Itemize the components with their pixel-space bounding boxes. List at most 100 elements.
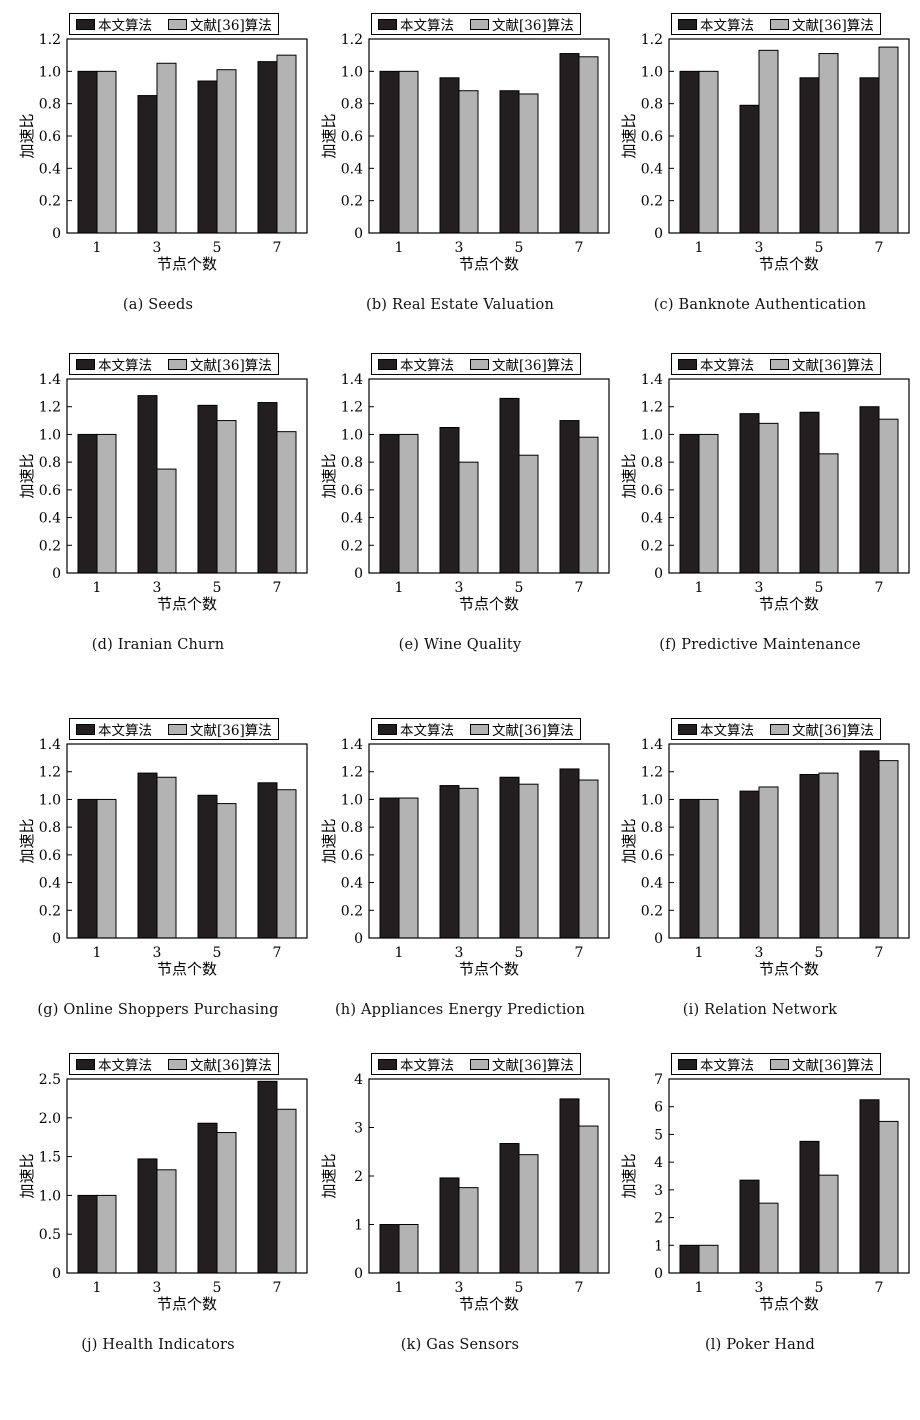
bar-ours xyxy=(559,420,580,574)
y-tick-label: 1.5 xyxy=(39,1150,61,1166)
x-tick-label: 5 xyxy=(515,945,524,961)
y-tick-label: 0.6 xyxy=(341,848,363,864)
legend-label-ours: 本文算法 xyxy=(700,18,754,34)
legend: 本文算法 文献[36]算法 xyxy=(371,353,581,375)
chart-panel: 0 0.2 0.4 0.6 0.8 1.0 1.2 1.4 1 3 5 7 节点个数 加速比 本文算法 文献[… xyxy=(8,715,308,1045)
chart-panel: 0 0.2 0.4 0.6 0.8 1.0 1.2 1 3 5 7 节点个数 加速比 本文算法 文献[36]… xyxy=(610,10,910,340)
x-tick-label: 1 xyxy=(93,240,102,256)
y-tick-label: 0 xyxy=(354,226,363,242)
x-tick-label: 7 xyxy=(575,1280,584,1296)
y-axis-title: 加速比 xyxy=(320,453,338,498)
bar-ref xyxy=(818,53,839,234)
legend: 本文算法 文献[36]算法 xyxy=(671,353,881,375)
x-tick-label: 7 xyxy=(273,580,282,596)
y-axis-title: 加速比 xyxy=(620,818,638,863)
y-tick-label: 0 xyxy=(52,1266,61,1282)
legend-swatch-ours xyxy=(76,723,95,735)
legend-label-ref: 文献[36]算法 xyxy=(190,723,272,739)
y-axis-title: 加速比 xyxy=(18,818,36,863)
bar-ours xyxy=(137,772,158,939)
legend: 本文算法 文献[36]算法 xyxy=(69,353,279,375)
chart-caption: (l) Poker Hand xyxy=(704,1337,816,1353)
bar-ours xyxy=(739,104,760,234)
bar-ours xyxy=(859,1099,880,1274)
y-tick-label: 0 xyxy=(354,566,363,582)
y-tick-label: 0.2 xyxy=(641,194,663,210)
y-tick-label: 0.2 xyxy=(39,538,61,554)
bar-ours xyxy=(739,1179,760,1274)
y-tick-label: 3 xyxy=(354,1121,363,1137)
bar-ours xyxy=(859,750,880,939)
y-tick-label: 4 xyxy=(354,1072,363,1088)
legend-label-ref: 文献[36]算法 xyxy=(792,1058,874,1074)
y-tick-label: 2.0 xyxy=(39,1111,61,1127)
legend-label-ref: 文献[36]算法 xyxy=(190,1058,272,1074)
x-tick-label: 3 xyxy=(455,240,464,256)
y-tick-label: 0.6 xyxy=(39,483,61,499)
y-axis-title: 加速比 xyxy=(620,1153,638,1198)
bar-ref xyxy=(758,786,779,939)
y-tick-label: 1.4 xyxy=(641,737,663,753)
bar-ours xyxy=(799,773,820,939)
y-tick-label: 1.2 xyxy=(641,765,663,781)
bar-ref xyxy=(698,798,719,939)
bar-ours xyxy=(197,80,218,234)
x-tick-label: 5 xyxy=(515,1280,524,1296)
bar-ref xyxy=(698,1244,719,1274)
legend-swatch-ours xyxy=(678,723,697,735)
y-tick-label: 1.0 xyxy=(39,1188,61,1204)
x-tick-label: 7 xyxy=(575,580,584,596)
bar-ours xyxy=(257,61,278,234)
y-tick-label: 0.2 xyxy=(341,538,363,554)
bar-ours xyxy=(197,404,218,574)
bar-ref xyxy=(156,62,177,234)
chart-caption: (e) Wine Quality xyxy=(398,637,522,653)
bar-ref xyxy=(758,49,779,234)
bar-ours xyxy=(499,1143,520,1274)
legend-swatch-ref xyxy=(770,1058,789,1070)
legend: 本文算法 文献[36]算法 xyxy=(69,1053,279,1075)
bar-ours xyxy=(137,395,158,574)
plot-frame xyxy=(66,38,308,234)
bar-ref xyxy=(398,70,419,234)
legend-label-ours: 本文算法 xyxy=(98,18,152,34)
legend: 本文算法 文献[36]算法 xyxy=(371,718,581,740)
y-tick-label: 1.2 xyxy=(39,32,61,48)
plot-frame xyxy=(368,1078,610,1274)
x-tick-label: 7 xyxy=(273,945,282,961)
bar-ref xyxy=(96,798,117,939)
bar-ours xyxy=(77,798,98,939)
legend-label-ref: 文献[36]算法 xyxy=(492,18,574,34)
plot-frame xyxy=(368,743,610,939)
chart-panel: 0 0.5 1.0 1.5 2.0 2.5 1 3 5 7 节点个数 加速比 本文算法 文献[36]算法 (… xyxy=(8,1050,308,1380)
bar-ref xyxy=(698,70,719,234)
bar-ours xyxy=(799,77,820,234)
bar-ours xyxy=(439,785,460,939)
chart-svg: 0 0.2 0.4 0.6 0.8 1.0 1.2 1 3 5 7 节点个数 加速比 xyxy=(620,32,910,273)
legend-swatch-ours xyxy=(378,723,397,735)
bar-ref xyxy=(698,433,719,574)
x-tick-label: 5 xyxy=(815,945,824,961)
legend: 本文算法 文献[36]算法 xyxy=(371,1053,581,1075)
x-tick-label: 5 xyxy=(515,580,524,596)
bar-ours xyxy=(379,70,400,234)
legend-swatch-ours xyxy=(678,1058,697,1070)
bar-ref xyxy=(518,1154,539,1274)
x-tick-label: 5 xyxy=(815,580,824,596)
bar-ours xyxy=(137,1158,158,1274)
plot-frame xyxy=(668,743,910,939)
y-tick-label: 1.2 xyxy=(641,32,663,48)
bar-ref xyxy=(458,461,479,574)
legend-label-ref: 文献[36]算法 xyxy=(492,358,574,374)
bar-ours xyxy=(77,433,98,574)
x-tick-label: 7 xyxy=(875,240,884,256)
bar-ours xyxy=(77,1194,98,1274)
bar-ref xyxy=(578,1125,599,1274)
y-axis-title: 加速比 xyxy=(320,113,338,158)
bar-ours xyxy=(799,411,820,574)
x-axis-title: 节点个数 xyxy=(157,595,217,613)
x-axis-title: 节点个数 xyxy=(759,1295,819,1313)
y-tick-label: 1.0 xyxy=(39,792,61,808)
y-tick-label: 0.4 xyxy=(341,511,363,527)
legend-label-ours: 本文算法 xyxy=(400,1058,454,1074)
